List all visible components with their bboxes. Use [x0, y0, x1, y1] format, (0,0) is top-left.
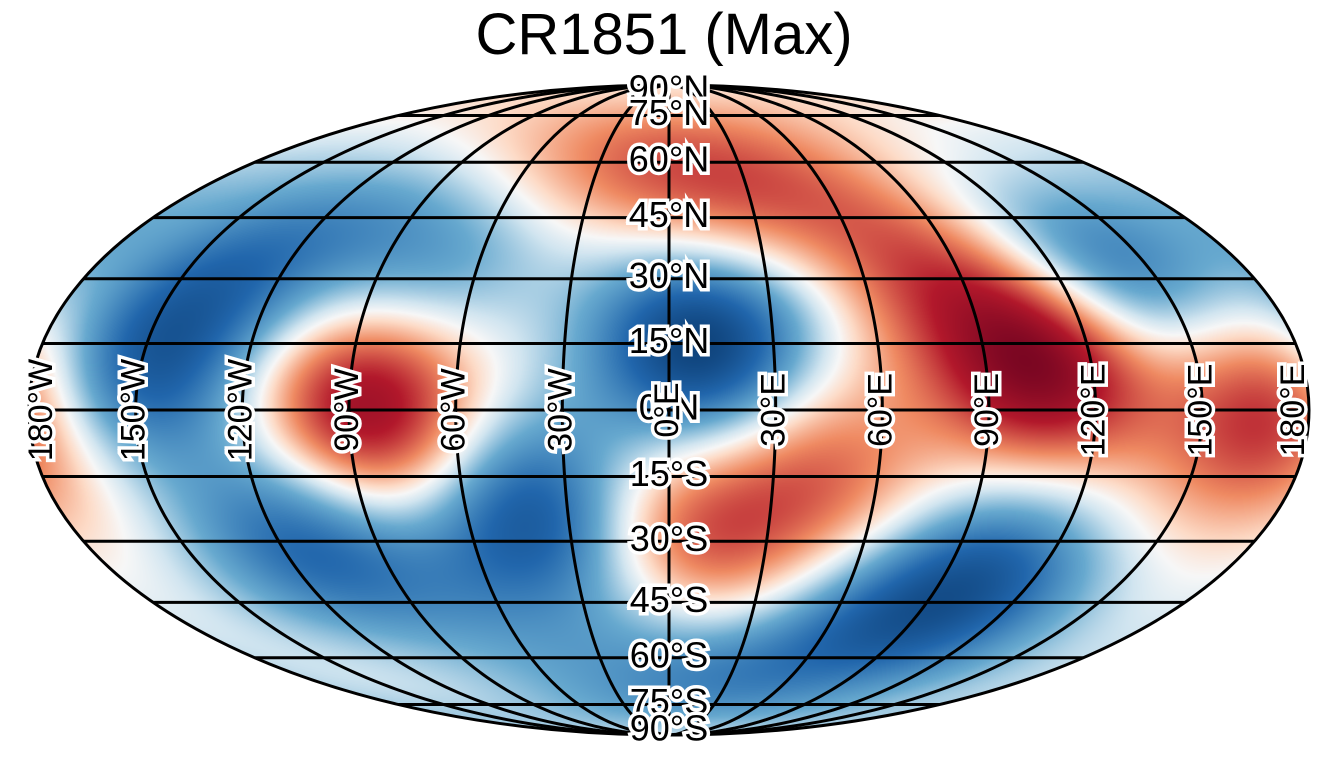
longitude-line [347, 83, 670, 737]
longitude-label: 120°E [1075, 363, 1113, 456]
latitude-label: 15°N [629, 320, 709, 361]
longitude-line [668, 83, 1098, 737]
longitude-line [240, 83, 670, 737]
longitude-line [668, 83, 1204, 737]
latitude-labels: 90°N75°N 60°N 45°N 30°N 15°N 0°N 15°S 30°S 45°S 6… [625, 64, 712, 752]
latitude-label: 45°N [629, 194, 709, 235]
longitude-label: 90°W [328, 368, 366, 452]
longitude-label: 60°E [861, 373, 899, 447]
latitude-label: 15°S [630, 453, 708, 494]
longitude-label: 180°E [1274, 363, 1312, 456]
longitude-line [668, 83, 884, 737]
longitude-line [454, 83, 670, 737]
latitude-label: 90°N [629, 68, 709, 109]
latitude-label: 90°S [630, 708, 708, 749]
map-title: CR1851 (Max) [475, 2, 852, 67]
latitude-label: 75°S [630, 681, 708, 722]
longitude-label: 30°E [755, 373, 793, 447]
longitude-label: 180°W [22, 359, 60, 461]
latitude-label: 30°N [629, 255, 709, 296]
longitude-label: 120°W [221, 359, 259, 461]
longitude-label: 150°W [115, 359, 153, 461]
longitude-label: 150°E [1181, 363, 1219, 456]
latitude-label: 30°S [630, 518, 708, 559]
longitude-line [134, 83, 670, 737]
longitude-label: 90°E [968, 373, 1006, 447]
latitude-label: 45°S [630, 579, 708, 620]
latitude-label: 60°N [629, 139, 709, 180]
longitude-line [668, 83, 778, 737]
longitude-gridlines [134, 83, 1204, 737]
latitude-label: 0°N [639, 387, 699, 428]
longitude-line [560, 83, 670, 737]
longitude-label: 0°E [648, 382, 686, 437]
longitude-label: 30°W [541, 368, 579, 452]
longitude-line [668, 83, 991, 737]
latitude-label: 75°N [629, 92, 709, 133]
map-border [27, 83, 1311, 737]
longitude-label: 60°W [435, 368, 473, 452]
latitude-label: 60°S [630, 634, 708, 675]
longitude-labels: 180°W 150°W 120°W 90°W 60°W 30°W 0°E 30°E 60°E 90… [18, 355, 1315, 464]
